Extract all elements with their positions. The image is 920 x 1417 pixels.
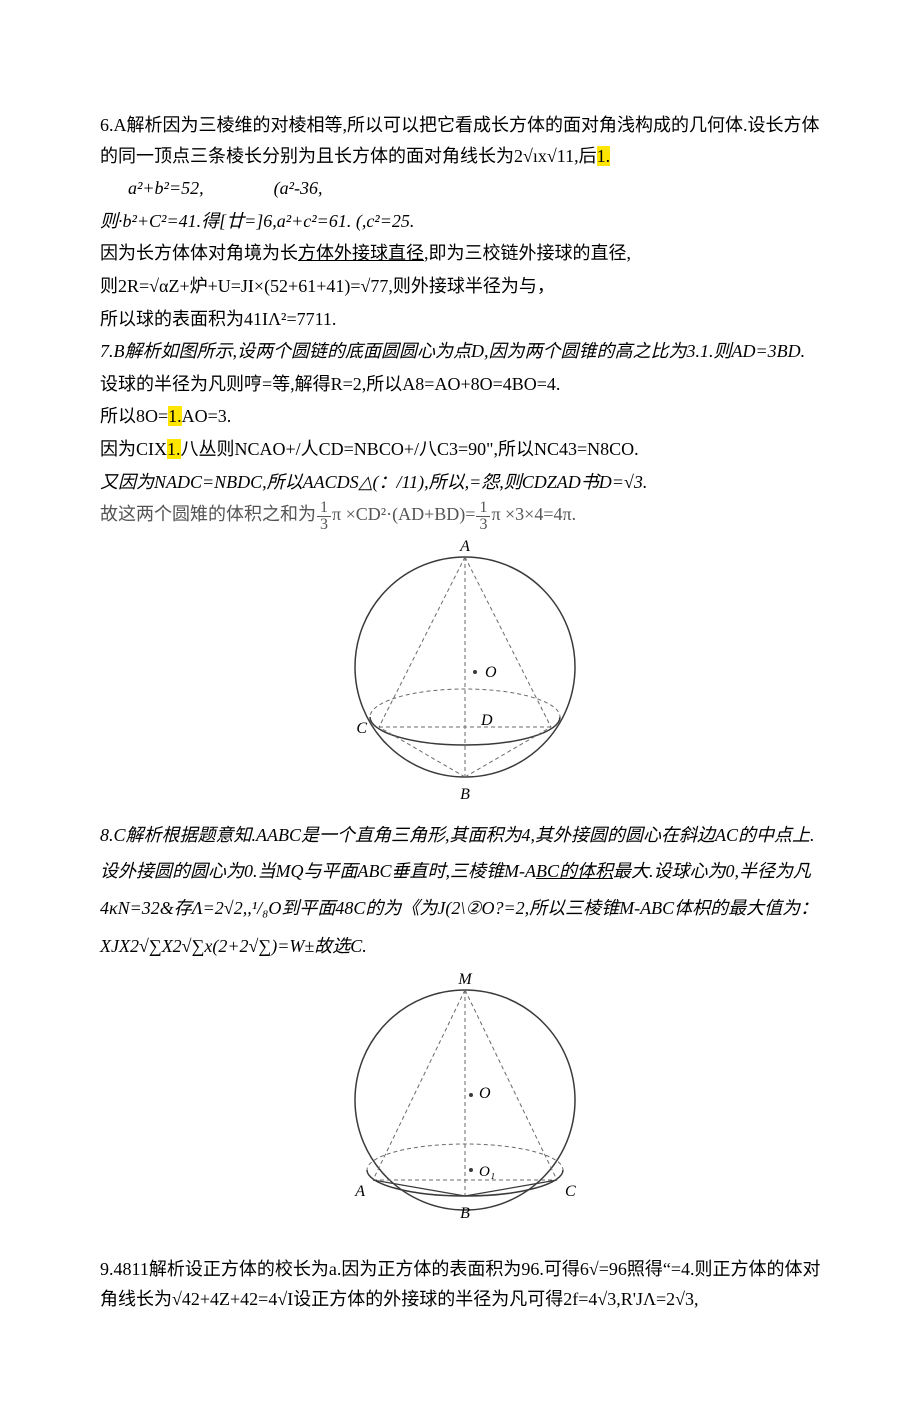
p6-4-u: 方体外接球直径 <box>298 243 424 263</box>
fig1-B: B <box>460 786 470 803</box>
p8-2-pre: 设外接圆的圆心为0.当MQ与平面ABC垂直时,三棱锥M-A <box>100 861 536 881</box>
para-7-line2: 设球的半径为凡则哼=等,解得R=2,所以A8=AO+8O=4BO=4. <box>100 369 830 400</box>
p7-4-pre: 因为CIX <box>100 439 167 459</box>
fig2-A: A <box>354 1183 365 1200</box>
p6-3: 则·b²+C²=41.得[廿=]6,a²+c²=61. (,c²=25. <box>100 211 414 231</box>
fig2-circle <box>355 990 575 1210</box>
p7-5: 又因为NADC=NBDC,所以AACDS△(：/11),所以,=怨,则CDZAD… <box>100 472 647 492</box>
p7-4-hl: 1. <box>167 439 181 459</box>
p7-4-post: 八丛则NCAO+/人CD=NBCO+/八C3=90",所以NC43=N8CO. <box>181 439 639 459</box>
fig1-AC <box>379 557 465 727</box>
para-7-line3: 所以8O=1.AO=3. <box>100 401 830 432</box>
p7-3-post: AO=3. <box>182 406 232 426</box>
p6-4-post: ,即为三校链外接球的直径, <box>424 243 631 263</box>
para-7-frac: 故这两个圆雉的体积之和为13π ×CD²·(AD+BD)=13π ×3×4=4π… <box>100 499 830 532</box>
fig1-D: D <box>480 712 493 729</box>
p8-2-u: BC的体积 <box>536 861 613 881</box>
p7-frac-post: π ×3×4=4π. <box>491 504 576 524</box>
fig2-O-dot <box>469 1093 473 1097</box>
para-6-line2: a²+b²=52, (a²-36, <box>100 173 830 204</box>
para-7-line4: 因为CIX1.八丛则NCAO+/人CD=NBCO+/八C3=90",所以NC43… <box>100 434 830 465</box>
frac-1-3-a: 13 <box>317 500 331 533</box>
p7-frac-mid: π ×CD²·(AD+BD)= <box>332 504 475 524</box>
frac-1-3-b: 13 <box>476 500 490 533</box>
fig1-O-dot <box>473 670 477 674</box>
p6-2a: a²+b²=52, <box>128 173 204 204</box>
para-6-line1: 6.A解析因为三棱维的对棱相等,所以可以把它看成长方体的面对角浅构成的几何体.设… <box>100 110 830 171</box>
para-6-line6: 所以球的表面积为41IΛ²=7711. <box>100 304 830 335</box>
para-7-line1: 7.B解析如图所示,设两个圆链的底面圆圆心为点D,因为两个圆锥的高之比为3.1.… <box>100 336 830 367</box>
fig2-O1-dot <box>469 1168 473 1172</box>
p7-3-hl: 1. <box>168 406 182 426</box>
p7-3-pre: 所以8O= <box>100 406 168 426</box>
p7-frac-pre: 故这两个圆雉的体积之和为 <box>100 504 316 524</box>
para-6-line3: 则·b²+C²=41.得[廿=]6,a²+c²=61. (,c²=25. <box>100 206 830 237</box>
p8-1: 8.C解析根据题意知.AABC是一个直角三角形,其面积为4,其外接圆的圆心在斜边… <box>100 825 815 845</box>
fig1-ACr <box>465 557 551 727</box>
para-6-line4: 因为长方体体对角境为长方体外接球直径,即为三校链外接球的直径, <box>100 238 830 269</box>
para-7-line5: 又因为NADC=NBDC,所以AACDS△(：/11),所以,=怨,则CDZAD… <box>100 467 830 498</box>
para-8-line2: 设外接圆的圆心为0.当MQ与平面ABC垂直时,三棱锥M-ABC的体积最大.设球心… <box>100 853 830 966</box>
figure1-svg: A B C O D <box>325 537 605 807</box>
p6-1-pre: 6.A解析因为三棱维的对棱相等,所以可以把它看成长方体的面对角浅构成的几何体.设… <box>100 115 820 166</box>
fig2-M: M <box>457 971 473 988</box>
figure-sphere-pyramid: M A B C O O₁ <box>100 970 830 1250</box>
fig1-BCr <box>465 727 551 777</box>
p6-2b: (a²-36, <box>274 173 323 204</box>
para-8-line1: 8.C解析根据题意知.AABC是一个直角三角形,其面积为4,其外接圆的圆心在斜边… <box>100 820 830 851</box>
fig1-circle <box>355 557 575 777</box>
fig2-B: B <box>460 1205 470 1222</box>
para-6-line5: 则2R=√αZ+炉+U=JI×(52+61+41)=√77,则外接球半径为与， <box>100 271 830 302</box>
figure-sphere-cones: A B C O D <box>100 537 830 817</box>
fig1-C: C <box>356 720 367 737</box>
p7-1: 7.B解析如图所示,设两个圆链的底面圆圆心为点D,因为两个圆锥的高之比为3.1.… <box>100 341 805 361</box>
para-9-line1: 9.4811解析设正方体的校长为a.因为正方体的表面积为96.可得6√=96照得… <box>100 1254 830 1315</box>
p6-1-hl: 1. <box>597 146 611 166</box>
fig1-Olbl: O <box>485 664 497 681</box>
fig2-C: C <box>565 1183 576 1200</box>
fig1-BC <box>379 727 465 777</box>
fig2-O1lbl: O₁ <box>479 1164 495 1180</box>
fig2-MA <box>373 990 465 1180</box>
fig2-Olbl: O <box>479 1085 491 1102</box>
fig1-A: A <box>459 538 470 555</box>
p6-4-pre: 因为长方体体对角境为长 <box>100 243 298 263</box>
figure2-svg: M A B C O O₁ <box>325 970 605 1240</box>
